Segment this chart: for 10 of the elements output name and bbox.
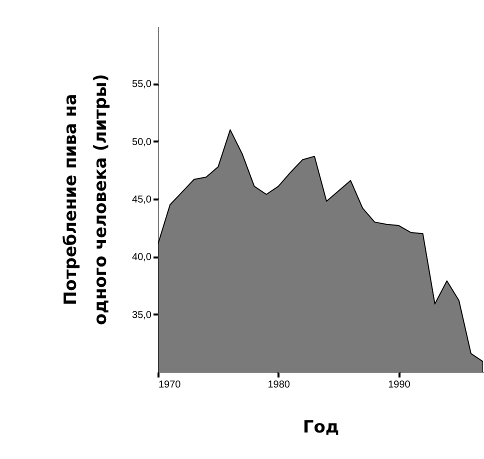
x-tick-label: 1990 xyxy=(388,380,411,390)
y-tick-label: 40,0 xyxy=(132,252,152,264)
x-tick-label: 1980 xyxy=(268,380,290,390)
y-tick-label: 35,0 xyxy=(132,310,152,321)
y-tick-label: 50,0 xyxy=(132,136,152,148)
y-tick-label: 55,0 xyxy=(132,79,152,90)
y-tick-label: 45,0 xyxy=(132,194,152,206)
x-axis-title: Год xyxy=(302,418,340,438)
y-axis-title: Потребление пива на одного человека (литры) xyxy=(61,74,112,326)
x-tick-label: 1970 xyxy=(158,380,182,390)
